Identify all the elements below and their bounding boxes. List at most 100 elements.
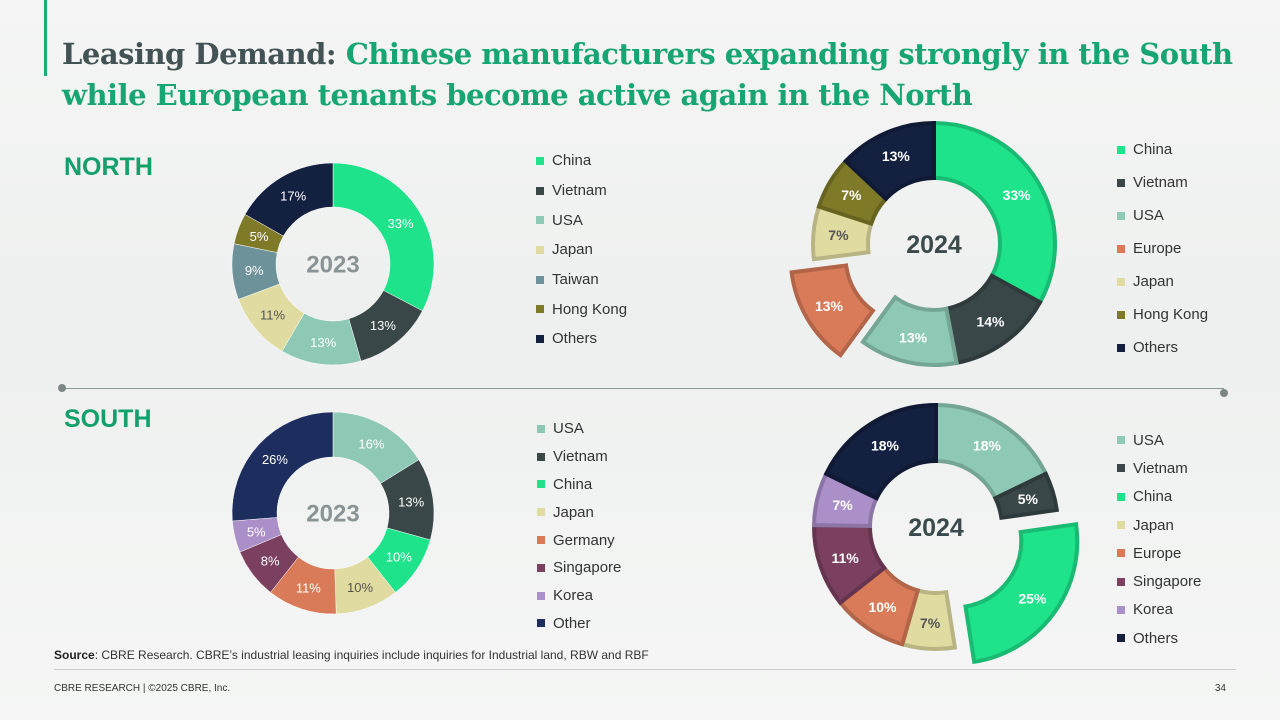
legend-item-usa: USA [537,415,621,443]
data-label-south-2023-singapore: 8% [261,554,280,569]
slice-north-2024-usa [860,294,960,367]
slice-north-2023-china [332,162,435,312]
data-label-south-2023-japan: 10% [347,580,373,595]
data-label-south-2024-korea: 7% [832,497,853,513]
legend-item-hong-kong: Hong Kong [536,294,627,324]
legend-swatch [537,619,545,628]
source-note: Source: CBRE Research. CBRE’s industrial… [54,648,649,662]
legend-swatch [1117,492,1125,501]
south-label: SOUTH [64,405,152,433]
legend-swatch [1117,634,1125,643]
data-label-south-2023-vietnam: 13% [398,494,424,509]
legend-swatch [537,452,545,461]
legend-label: Singapore [1133,573,1202,591]
data-label-south-2024-europe: 10% [868,599,897,615]
legend-label: USA [553,420,584,438]
legend-swatch [537,591,545,600]
section-divider [62,388,1224,389]
legend-swatch [537,480,545,489]
legend-label: Hong Kong [1133,306,1209,323]
slice-south-2024-others [823,402,938,501]
legend-label: Japan [1133,273,1174,290]
title-rest: Chinese manufacturers expanding strongly… [62,37,1233,112]
legend-item-china: China [537,471,621,499]
legend-label: Other [553,614,591,632]
slice-north-2024-others [842,120,936,202]
legend-swatch [537,424,545,433]
legend-label: USA [1133,207,1164,224]
title-lead: Leasing Demand: [62,37,337,71]
legend-swatch [536,216,544,225]
center-year-south-2023: 2023 [306,501,359,528]
data-label-south-2023-other: 26% [262,452,288,467]
slice-north-2024-china [932,120,1057,306]
accent-bar [44,0,47,76]
legend-swatch [1117,343,1125,352]
legend-label: Japan [1133,516,1174,534]
data-label-south-2023-korea: 5% [247,524,266,539]
legend-label: China [1133,141,1173,158]
legend-label: Others [1133,339,1179,356]
legend-label: Japan [552,241,593,259]
legend-swatch [536,305,544,314]
legend-item-other: Other [537,610,621,638]
legend-item-japan: Japan [537,498,621,526]
north-2023-legend: China Vietnam USA Japan Taiwan Hong Kong Other… [536,146,627,354]
legend-swatch [1117,244,1125,253]
data-label-south-2023-china: 10% [386,549,412,564]
data-label-south-2024-usa: 18% [973,438,1002,454]
legend-item-china: China [536,146,627,176]
legend-label: Taiwan [552,271,599,289]
legend-swatch [1117,464,1125,473]
legend-item-others: Others [1117,624,1201,652]
data-label-north-2023-hong-kong: 5% [250,229,269,244]
legend-label: USA [552,211,583,229]
legend-swatch [536,275,544,284]
legend-label: Vietnam [553,448,608,466]
legend-item-vietnam: Vietnam [536,176,627,206]
legend-label: Singapore [553,559,622,577]
data-label-north-2023-usa: 13% [310,335,336,350]
legend-label: China [553,475,593,493]
source-label: Source [54,648,95,662]
legend-item-hong-kong: Hong Kong [1117,298,1208,331]
data-label-south-2024-others: 18% [871,438,900,454]
legend-swatch [536,245,544,254]
legend-swatch [1117,178,1125,187]
legend-swatch [537,563,545,572]
data-label-south-2024-china: 25% [1018,590,1047,606]
legend-label: Germany [553,531,615,549]
legend-item-japan: Japan [1117,511,1201,539]
legend-label: Vietnam [1133,459,1188,477]
legend-item-china: China [1117,483,1201,511]
slice-south-2024-china [963,522,1080,665]
north-label: NORTH [64,153,153,181]
slice-south-2023-other [231,411,334,522]
legend-swatch [1117,577,1125,586]
center-year-north-2023: 2023 [306,252,359,279]
legend-label: Others [1133,629,1179,647]
page-title: Leasing Demand: Chinese manufacturers ex… [62,34,1252,116]
data-label-south-2024-vietnam: 5% [1018,491,1039,507]
legend-item-vietnam: Vietnam [1117,454,1201,482]
slice-north-2024-europe [789,263,876,358]
legend-label: Europe [1133,544,1182,562]
legend-item-europe: Europe [1117,539,1201,567]
data-label-south-2023-usa: 16% [358,437,384,452]
legend-label: Japan [553,503,594,521]
data-label-north-2024-vietnam: 14% [976,314,1005,330]
slice-south-2024-vietnam [992,471,1060,521]
center-year-north-2024: 2024 [906,231,962,259]
legend-label: Others [552,330,598,348]
legend-item-korea: Korea [1117,596,1201,624]
data-label-north-2023-japan: 11% [260,308,285,323]
legend-item-vietnam: Vietnam [537,443,621,471]
data-label-south-2024-singapore: 11% [831,550,859,566]
legend-item-singapore: Singapore [537,554,621,582]
legend-item-singapore: Singapore [1117,567,1201,595]
legend-item-others: Others [536,324,627,354]
legend-item-taiwan: Taiwan [536,265,627,295]
